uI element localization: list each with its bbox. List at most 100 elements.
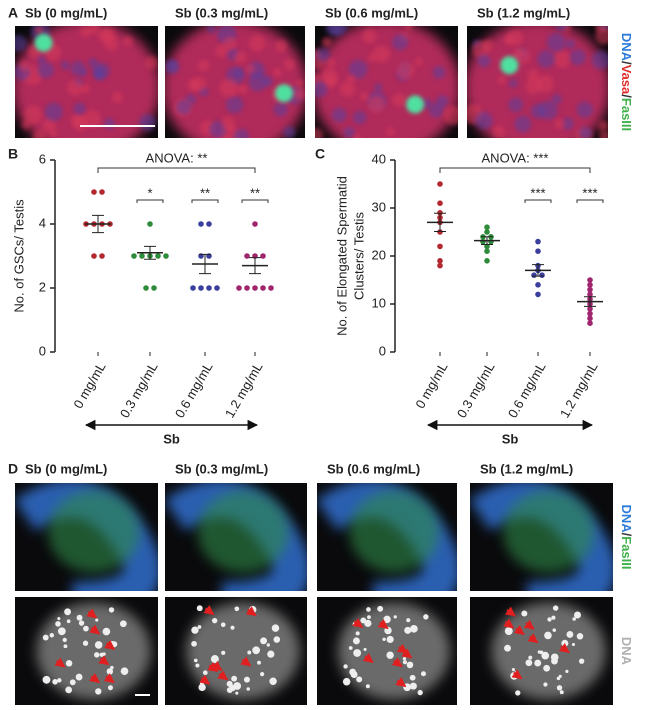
channel-part: DNA <box>619 504 634 533</box>
channel-part: / <box>619 533 634 537</box>
nucleus <box>65 686 73 694</box>
arrow <box>217 670 229 681</box>
arrow <box>98 655 110 666</box>
nucleus <box>108 607 115 613</box>
data-point <box>139 253 145 259</box>
data-point <box>206 285 212 291</box>
nucleus <box>230 625 235 630</box>
cell <box>331 107 347 123</box>
nucleus <box>556 685 563 691</box>
error-bar <box>199 253 211 275</box>
image-content <box>15 483 158 591</box>
cell <box>346 74 356 84</box>
panel-letter: B <box>8 146 18 162</box>
cell <box>565 39 576 49</box>
nucleus <box>221 650 226 655</box>
panel-title: Sb (1.2 mg/mL) <box>480 461 573 476</box>
x-tick-label: 0.3 mg/mL <box>454 360 498 421</box>
cell <box>37 61 54 79</box>
nucleus <box>356 676 363 683</box>
y-tick-label: 4 <box>39 215 46 230</box>
channel-label: DNA <box>619 637 634 666</box>
cell <box>374 83 383 92</box>
nucleus <box>406 661 414 669</box>
cell <box>15 35 27 52</box>
micrograph <box>470 597 613 705</box>
data-point <box>484 224 490 230</box>
nucleus <box>226 687 233 694</box>
data-point <box>91 189 97 195</box>
arrow <box>86 608 98 619</box>
nucleus <box>423 614 429 620</box>
data-point <box>535 238 541 245</box>
nucleus <box>365 684 370 689</box>
error-bar <box>481 236 493 245</box>
cell <box>295 79 304 88</box>
nucleus <box>65 659 73 667</box>
data-point <box>163 253 169 259</box>
cell <box>222 36 237 51</box>
data-point <box>99 253 105 259</box>
data-point <box>539 272 545 279</box>
sig-label: ** <box>250 185 260 200</box>
nucleus <box>366 607 371 612</box>
nucleus <box>355 631 360 636</box>
nucleus <box>210 655 219 663</box>
nucleus <box>42 675 51 684</box>
nucleus <box>561 639 569 647</box>
nucleus <box>62 637 67 643</box>
nucleus <box>342 677 351 686</box>
arrow <box>401 648 413 659</box>
cell <box>245 64 255 74</box>
nucleus <box>525 659 533 667</box>
cell <box>352 110 367 125</box>
arrow <box>523 619 535 630</box>
data-point <box>437 262 443 269</box>
cell <box>37 55 46 65</box>
arrow <box>89 624 101 635</box>
nucleus <box>267 650 275 658</box>
nucleus <box>559 690 564 695</box>
cell <box>176 99 192 115</box>
data-point <box>91 253 97 259</box>
nucleus <box>191 640 197 647</box>
sig-bracket <box>136 199 164 203</box>
group-label: Sb <box>502 431 519 446</box>
error-bar <box>144 245 156 260</box>
data-point <box>252 285 258 291</box>
tissue <box>47 490 140 573</box>
nucleus <box>543 682 548 687</box>
nucleus <box>367 615 371 620</box>
cell <box>221 116 235 130</box>
micrograph <box>165 483 307 591</box>
cell <box>537 50 556 68</box>
tissue <box>502 490 595 573</box>
nucleus <box>198 683 206 692</box>
micrograph <box>315 26 458 138</box>
nucleus <box>409 682 417 690</box>
nucleus <box>402 660 408 665</box>
cell <box>362 29 377 44</box>
y-tick-label: 0 <box>39 343 46 358</box>
data-point <box>587 320 593 327</box>
arrow <box>513 624 525 636</box>
data-point <box>587 286 593 293</box>
hub <box>34 33 53 52</box>
error-bar <box>584 296 596 307</box>
cell <box>66 79 83 96</box>
data-point <box>244 285 250 291</box>
arrow <box>527 633 539 644</box>
nucleus <box>364 619 372 627</box>
sig-bracket <box>576 199 604 203</box>
channel-part: DNA <box>619 637 634 666</box>
channel-part: FasIII <box>619 536 634 569</box>
cell <box>471 40 490 59</box>
nucleus <box>547 617 552 622</box>
arrow <box>245 606 257 617</box>
panel-title: Sb (0 mg/mL) <box>25 5 107 20</box>
y-tick-label: 30 <box>372 199 386 214</box>
arrow <box>362 652 374 664</box>
panel-title: Sb (1.2 mg/mL) <box>477 5 570 20</box>
data-point <box>535 291 541 298</box>
